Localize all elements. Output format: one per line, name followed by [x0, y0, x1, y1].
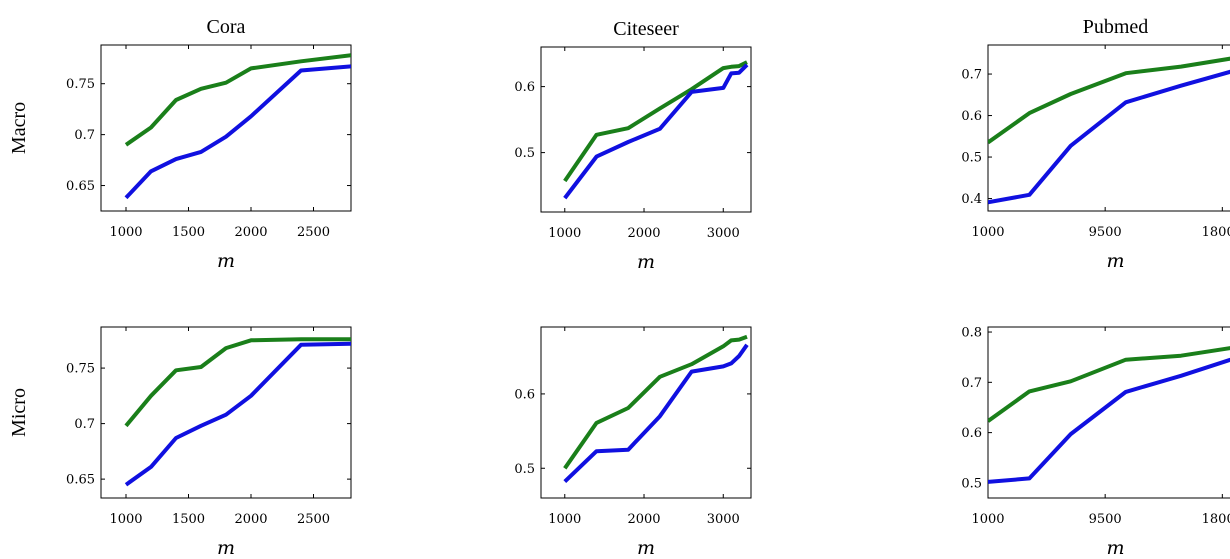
x-tick-label: 1500	[172, 512, 205, 527]
y-tick-label: 0.7	[961, 376, 982, 391]
series-line-green	[124, 337, 351, 428]
x-axis-label: m	[217, 250, 235, 272]
series-line-green	[988, 346, 1230, 423]
x-tick-label: 1000	[548, 512, 581, 527]
x-tick-label: 1500	[172, 225, 205, 240]
plot-frame	[987, 44, 1230, 212]
y-tick-label: 0.75	[66, 362, 95, 377]
x-tick-label: 3000	[707, 226, 740, 241]
series-line-blue	[563, 343, 749, 484]
x-tick-label: 18000	[1202, 225, 1230, 240]
panel-pubmed-micro: 0.5 0.6 0.7 0.8 1000 9500 18000 m	[961, 326, 1230, 559]
panel-title: Cora	[207, 16, 246, 38]
y-tick-label: 0.6	[514, 387, 535, 402]
y-tick-label: 0.6	[961, 109, 982, 124]
y-tick-label: 0.5	[961, 476, 982, 491]
panel-citeseer-micro: 0.5 0.6 1000 2000 3000 m	[514, 326, 752, 559]
x-tick-label: 2000	[627, 512, 660, 527]
panel-citeseer-macro: Citeseer 0.5 0.6 1000 2000 3000 m	[514, 18, 752, 273]
x-tick-label: 2500	[297, 225, 330, 240]
row-label: Macro	[8, 102, 30, 154]
x-tick-label: 9500	[1089, 225, 1122, 240]
x-tick-label: 1000	[109, 512, 142, 527]
panel-title: Citeseer	[613, 18, 679, 40]
x-tick-label: 1000	[971, 512, 1004, 527]
y-tick-label: 0.4	[961, 192, 982, 207]
x-tick-label: 1000	[548, 226, 581, 241]
series-line-blue	[988, 69, 1230, 205]
y-tick-label: 0.75	[66, 77, 95, 92]
y-tick-label: 0.65	[66, 179, 95, 194]
x-tick-label: 2500	[297, 512, 330, 527]
x-tick-label: 2000	[234, 512, 267, 527]
row-label: Micro	[8, 388, 30, 437]
y-tick-label: 0.5	[961, 151, 982, 166]
plot-frame	[540, 326, 752, 499]
x-tick-label: 1000	[971, 225, 1004, 240]
y-tick-label: 0.5	[514, 146, 535, 161]
x-tick-label: 18000	[1202, 512, 1230, 527]
panel-title: Pubmed	[1083, 16, 1149, 38]
series-line-blue	[563, 63, 749, 200]
series-line-green	[124, 53, 351, 147]
x-tick-label: 9500	[1089, 512, 1122, 527]
y-tick-label: 0.7	[74, 128, 95, 143]
plot-frame	[100, 326, 352, 499]
x-axis-label: m	[217, 537, 235, 559]
plot-frame	[987, 326, 1230, 499]
plot-frame	[100, 44, 352, 212]
series-line-blue	[124, 64, 351, 200]
x-axis-label: m	[637, 537, 655, 559]
x-tick-label: 2000	[234, 225, 267, 240]
x-axis-label: m	[637, 251, 655, 273]
panel-cora-micro: Micro 0.65 0.7 0.75 1000 1500 2000 2500 m	[8, 326, 352, 559]
x-tick-label: 3000	[707, 512, 740, 527]
x-tick-label: 2000	[627, 226, 660, 241]
y-tick-label: 0.65	[66, 473, 95, 488]
y-tick-label: 0.8	[961, 326, 982, 341]
x-axis-label: m	[1106, 537, 1124, 559]
y-tick-label: 0.7	[74, 417, 95, 432]
y-tick-label: 0.6	[961, 426, 982, 441]
x-axis-label: m	[1106, 250, 1124, 272]
series-line-green	[563, 60, 748, 183]
panel-cora-macro: Cora Macro 0.65 0.7 0.75 1000 1500 2000 2500 m	[8, 16, 352, 272]
series-line-blue	[124, 341, 351, 487]
panel-pubmed-macro: Pubmed 0.4 0.5 0.6 0.7 1000 9500 18000 m	[961, 16, 1230, 272]
y-tick-label: 0.5	[514, 462, 535, 477]
plot-frame	[540, 46, 752, 213]
series-line-green	[988, 56, 1230, 145]
x-tick-label: 1000	[109, 225, 142, 240]
series-line-blue	[988, 357, 1230, 484]
series-line-green	[563, 334, 748, 470]
y-tick-label: 0.6	[514, 80, 535, 95]
y-tick-label: 0.7	[961, 68, 982, 83]
